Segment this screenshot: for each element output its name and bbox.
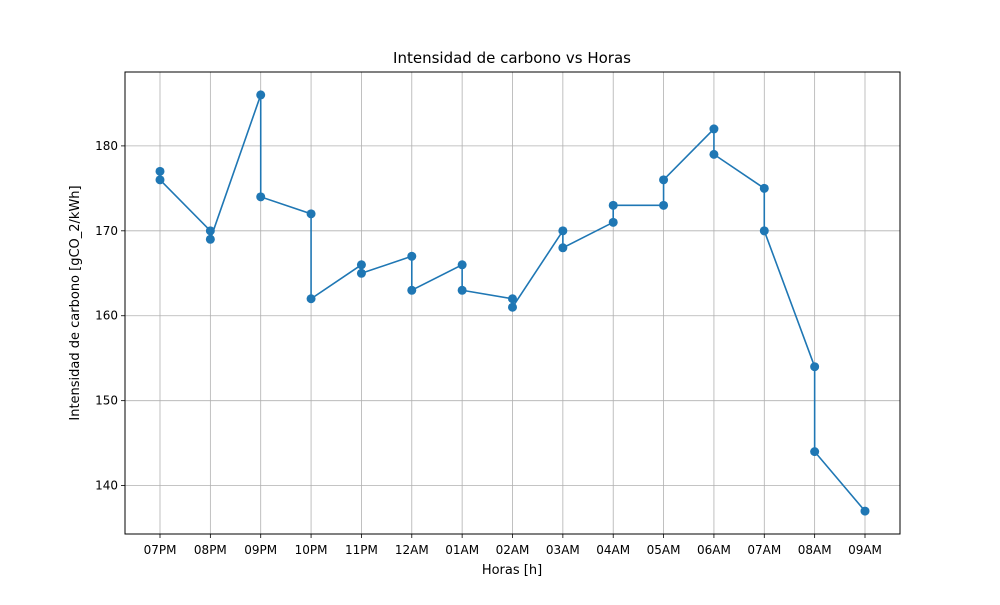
data-point <box>508 294 517 303</box>
data-point <box>609 218 618 227</box>
data-point <box>861 507 870 516</box>
x-tick-label: 09PM <box>244 543 277 557</box>
data-point <box>659 201 668 210</box>
y-tick-label: 170 <box>95 224 118 238</box>
data-point <box>760 226 769 235</box>
x-tick-label: 04AM <box>596 543 630 557</box>
data-point <box>609 201 618 210</box>
data-point <box>307 209 316 218</box>
data-point <box>810 447 819 456</box>
x-tick-label: 11PM <box>345 543 378 557</box>
data-point <box>206 235 215 244</box>
x-axis-label: Horas [h] <box>482 563 542 578</box>
x-axis: 07PM 08PM 09PM 10PM 11PM 12AM 01AM 02AM 03AM 04AM… <box>144 534 882 557</box>
x-tick-label: 05AM <box>647 543 681 557</box>
y-tick-label: 140 <box>95 479 118 493</box>
data-point <box>659 175 668 184</box>
x-tick-label: 12AM <box>395 543 429 557</box>
data-point <box>709 124 718 133</box>
data-point <box>206 226 215 235</box>
y-axis: 140 150 160 170 180 <box>95 139 125 493</box>
x-tick-label: 01AM <box>445 543 479 557</box>
y-tick-label: 180 <box>95 139 118 153</box>
y-axis-label: Intensidad de carbono [gCO_2/kWh] <box>68 185 83 420</box>
x-tick-label: 09AM <box>848 543 882 557</box>
data-point <box>407 252 416 261</box>
chart-title: Intensidad de carbono vs Horas <box>393 49 631 67</box>
x-tick-label: 08PM <box>194 543 227 557</box>
x-tick-label: 03AM <box>546 543 580 557</box>
x-tick-label: 07AM <box>747 543 781 557</box>
data-point <box>307 294 316 303</box>
y-tick-label: 150 <box>95 394 118 408</box>
data-point <box>357 269 366 278</box>
data-point <box>760 184 769 193</box>
data-point <box>508 303 517 312</box>
data-point <box>558 243 567 252</box>
data-point <box>156 167 165 176</box>
x-tick-label: 06AM <box>697 543 731 557</box>
data-point <box>256 192 265 201</box>
data-point <box>810 362 819 371</box>
data-point <box>558 226 567 235</box>
x-tick-label: 10PM <box>295 543 328 557</box>
x-tick-label: 08AM <box>798 543 832 557</box>
data-point <box>458 286 467 295</box>
data-point <box>709 150 718 159</box>
x-tick-label: 02AM <box>496 543 530 557</box>
data-point <box>156 175 165 184</box>
data-point <box>407 286 416 295</box>
data-point <box>357 260 366 269</box>
y-tick-label: 160 <box>95 309 118 323</box>
data-point <box>458 260 467 269</box>
x-tick-label: 07PM <box>144 543 177 557</box>
data-point <box>256 90 265 99</box>
